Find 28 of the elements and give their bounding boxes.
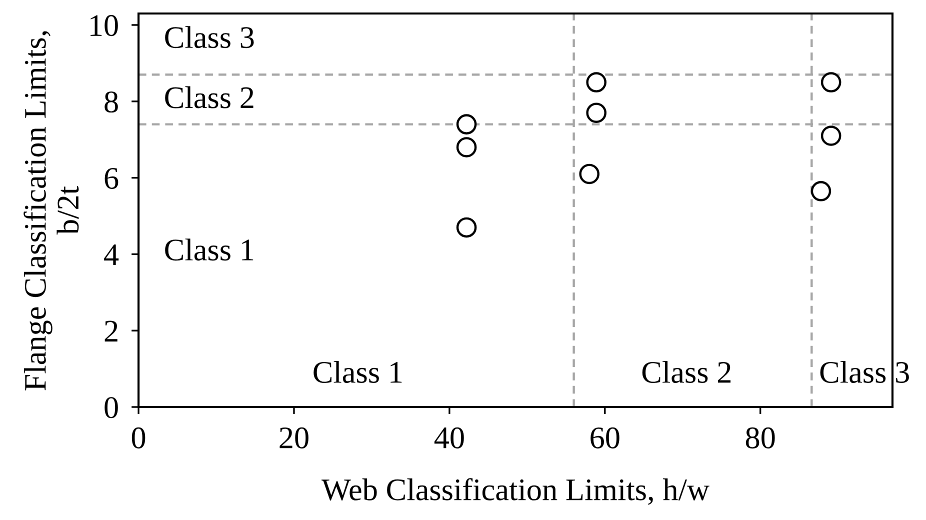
point: [456, 114, 477, 134]
x-tick-label: 80: [746, 427, 775, 448]
y-tick-label: 6: [104, 168, 118, 189]
point: [456, 217, 477, 238]
point: [820, 72, 842, 92]
y-tick-label: 8: [104, 91, 118, 113]
annotation: Class 3: [820, 360, 909, 383]
y-tick-label: 0: [104, 397, 118, 418]
point: [810, 181, 832, 202]
point: [586, 72, 606, 92]
y-tick-label: 2: [104, 320, 118, 342]
point: [456, 137, 477, 158]
x-axis-title: Web Classification Limits, h/w: [322, 478, 710, 505]
x-tick-label: 0: [132, 427, 146, 448]
y-tick-label: 4: [104, 244, 119, 266]
annotation: Class 3: [165, 26, 254, 48]
point: [820, 126, 842, 146]
annotation: Class 1: [165, 238, 254, 261]
point: [586, 102, 606, 123]
x-tick-label: 40: [434, 427, 464, 448]
y-tick-label: 10: [90, 15, 118, 36]
y-axis-title: Flange Classification Limits, b/2t: [24, 31, 79, 390]
annotation: Class 1: [314, 360, 402, 383]
x-tick-label: 60: [590, 427, 620, 448]
annotation: Class 2: [165, 86, 254, 108]
annotation: Class 2: [642, 360, 730, 383]
point: [579, 164, 600, 184]
x-tick-label: 20: [280, 427, 308, 448]
